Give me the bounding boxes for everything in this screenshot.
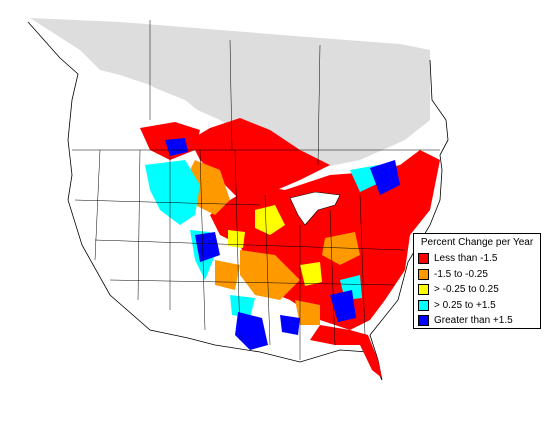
legend-swatch-red	[418, 253, 429, 265]
map-legend: Percent Change per Year Less than -1.5 -…	[413, 233, 541, 329]
legend-label: > 0.25 to +1.5	[434, 299, 496, 311]
trend-region-red-north	[190, 118, 330, 200]
legend-swatch-yellow	[418, 284, 429, 296]
legend-label: -1.5 to -0.25	[434, 268, 488, 280]
trend-region-blue-6	[280, 315, 300, 335]
legend-item: Less than -1.5	[418, 251, 536, 267]
trend-region-yellow-2	[300, 262, 322, 286]
trend-region-blue-3	[235, 312, 268, 350]
legend-item: Greater than +1.5	[418, 313, 536, 329]
legend-swatch-blue	[418, 315, 429, 327]
trend-region-cyan-4	[230, 295, 255, 318]
trend-region-blue-1	[370, 160, 400, 195]
trend-region-orange-5	[295, 300, 320, 325]
legend-item: > 0.25 to +1.5	[418, 298, 536, 314]
trend-region-cyan-1	[145, 160, 200, 225]
continent-outline	[27, 21, 449, 381]
legend-item: > -0.25 to 0.25	[418, 282, 536, 298]
trend-region-orange-2	[240, 250, 300, 300]
trend-region-blue-5	[165, 138, 188, 156]
trend-region-blue-2	[195, 232, 220, 262]
trend-region-red-southeast	[310, 325, 382, 378]
trend-region-blue-4	[330, 290, 356, 322]
boundary-lines	[72, 20, 440, 360]
legend-swatch-orange	[418, 268, 429, 280]
legend-title: Percent Change per Year	[420, 237, 534, 248]
trend-region-yellow-3	[228, 230, 245, 248]
canada-shaded-region	[30, 18, 430, 168]
legend-label: Less than -1.5	[434, 253, 498, 265]
trend-region-orange-4	[215, 260, 240, 290]
legend-label: Greater than +1.5	[434, 315, 513, 327]
great-lakes	[289, 191, 341, 226]
legend-item: -1.5 to -0.25	[418, 267, 536, 283]
legend-label: > -0.25 to 0.25	[434, 284, 499, 296]
legend-swatch-cyan	[418, 299, 429, 311]
trend-region-yellow-1	[255, 205, 285, 235]
